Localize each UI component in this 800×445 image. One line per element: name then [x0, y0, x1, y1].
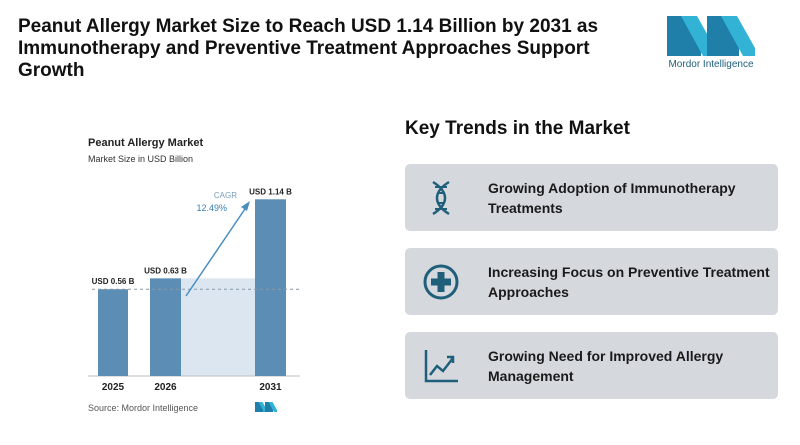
bar-2025 [98, 289, 128, 376]
data-label-2026: USD 0.63 B [144, 266, 187, 275]
bar-2031 [255, 199, 286, 376]
trend-chart-icon [421, 346, 461, 386]
medical-cross-icon [421, 262, 461, 302]
trend-card-immunotherapy: Growing Adoption of Immunotherapy Treatm… [405, 164, 778, 231]
cagr-value: 12.49% [196, 203, 227, 213]
tick-label-2025: 2025 [102, 382, 125, 393]
cagr-label: CAGR [214, 191, 237, 200]
source-logo-icon [255, 402, 277, 412]
trends-title: Key Trends in the Market [405, 118, 630, 139]
cagr-arrow-head [241, 201, 250, 211]
bar-2026 [150, 278, 181, 376]
data-label-2031: USD 1.14 B [249, 187, 292, 196]
tick-label-2031: 2031 [259, 382, 282, 393]
page-headline: Peanut Allergy Market Size to Reach USD … [18, 16, 599, 81]
logo-text: Mordor Intelligence [668, 59, 754, 70]
chart-source: Source: Mordor Intelligence [88, 403, 199, 413]
data-label-2025: USD 0.56 B [92, 277, 135, 286]
trend-card-allergy-management: Growing Need for Improved Allergy Manage… [405, 332, 778, 399]
cagr-arrow-line [185, 205, 248, 297]
trend-label-preventive: Increasing Focus on Preventive Treatment… [488, 263, 770, 300]
mordor-logo-icon [667, 16, 755, 56]
trend-card-preventive: Increasing Focus on Preventive Treatment… [405, 248, 778, 315]
trend-label-allergy-management: Growing Need for Improved Allergy Manage… [488, 347, 724, 384]
chart-subtitle: Market Size in USD Billion [88, 154, 194, 164]
dna-icon [421, 178, 461, 218]
tick-label-2026: 2026 [154, 382, 177, 393]
growth-area [181, 278, 255, 376]
chart-title: Peanut Allergy Market [88, 137, 204, 149]
trend-label-immunotherapy: Growing Adoption of Immunotherapy Treatm… [488, 179, 736, 216]
mordor-logo: Mordor Intelligence [661, 16, 771, 76]
